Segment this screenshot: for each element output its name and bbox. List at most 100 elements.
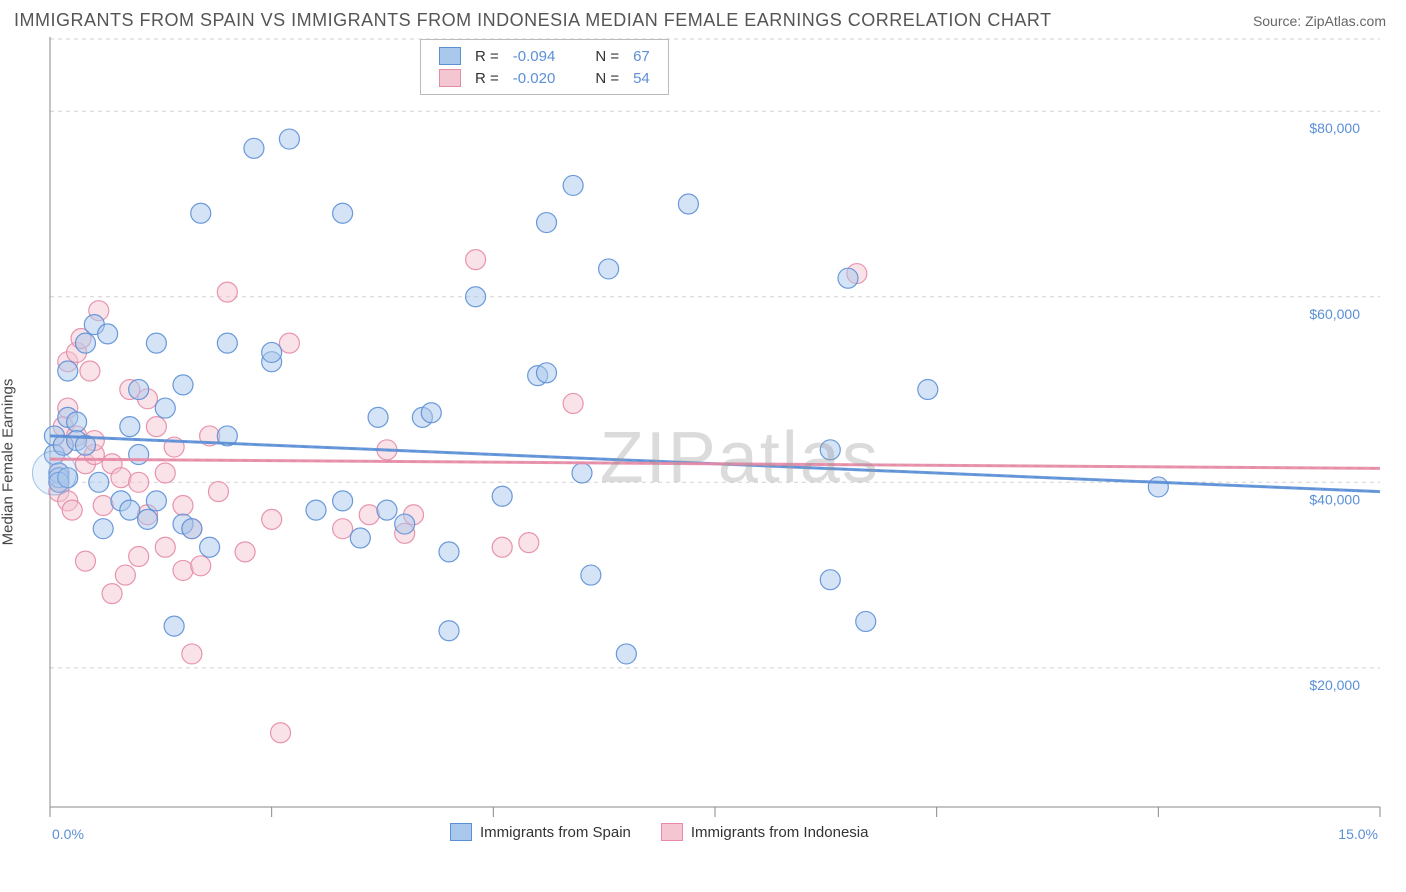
scatter-point bbox=[173, 560, 193, 580]
scatter-point bbox=[820, 570, 840, 590]
scatter-point bbox=[138, 509, 158, 529]
legend-swatch-icon bbox=[450, 823, 472, 841]
scatter-point bbox=[58, 361, 78, 381]
scatter-point bbox=[350, 528, 370, 548]
scatter-point bbox=[333, 491, 353, 511]
scatter-point bbox=[572, 463, 592, 483]
legend-item: Immigrants from Spain bbox=[450, 823, 631, 841]
scatter-point bbox=[80, 361, 100, 381]
scatter-point bbox=[492, 537, 512, 557]
scatter-point bbox=[155, 398, 175, 418]
y-tick-label: $60,000 bbox=[1309, 306, 1360, 322]
x-tick-label: 0.0% bbox=[52, 826, 84, 842]
chart-title: IMMIGRANTS FROM SPAIN VS IMMIGRANTS FROM… bbox=[14, 10, 1052, 31]
legend-r-label: R = bbox=[469, 68, 505, 88]
legend-r-value: -0.094 bbox=[507, 46, 562, 66]
correlation-legend: R = -0.094N = 67R = -0.020N = 54 bbox=[420, 39, 669, 95]
scatter-point bbox=[537, 363, 557, 383]
scatter-point bbox=[492, 486, 512, 506]
scatter-point bbox=[519, 533, 539, 553]
legend-series-name: Immigrants from Spain bbox=[480, 824, 631, 841]
scatter-point bbox=[191, 556, 211, 576]
scatter-point bbox=[395, 514, 415, 534]
scatter-point bbox=[120, 417, 140, 437]
scatter-point bbox=[129, 547, 149, 567]
scatter-point bbox=[93, 519, 113, 539]
scatter-point bbox=[155, 537, 175, 557]
scatter-point bbox=[129, 444, 149, 464]
scatter-point bbox=[616, 644, 636, 664]
scatter-point bbox=[235, 542, 255, 562]
scatter-point bbox=[279, 129, 299, 149]
scatter-point bbox=[208, 482, 228, 502]
scatter-point bbox=[75, 551, 95, 571]
scatter-point bbox=[173, 375, 193, 395]
scatter-point bbox=[306, 500, 326, 520]
scatter-point bbox=[62, 500, 82, 520]
legend-n-label: N = bbox=[589, 68, 625, 88]
scatter-point bbox=[32, 451, 76, 495]
scatter-point bbox=[856, 611, 876, 631]
legend-n-label: N = bbox=[589, 46, 625, 66]
scatter-point bbox=[262, 509, 282, 529]
scatter-point bbox=[146, 333, 166, 353]
scatter-point bbox=[75, 333, 95, 353]
scatter-point bbox=[182, 519, 202, 539]
scatter-point bbox=[918, 380, 938, 400]
y-tick-label: $80,000 bbox=[1309, 120, 1360, 136]
scatter-point bbox=[115, 565, 135, 585]
legend-swatch-icon bbox=[439, 69, 461, 87]
scatter-chart-svg: $20,000 $40,000 $60,000 $80,000 0.0% 15.0% bbox=[0, 37, 1406, 857]
legend-item: Immigrants from Indonesia bbox=[661, 823, 869, 841]
scatter-point bbox=[279, 333, 299, 353]
x-tick-label: 15.0% bbox=[1338, 826, 1378, 842]
scatter-point bbox=[820, 440, 840, 460]
scatter-point bbox=[581, 565, 601, 585]
scatter-point bbox=[262, 342, 282, 362]
scatter-point bbox=[173, 495, 193, 515]
scatter-point bbox=[67, 412, 87, 432]
y-tick-label: $20,000 bbox=[1309, 677, 1360, 693]
scatter-point bbox=[466, 250, 486, 270]
scatter-point bbox=[191, 203, 211, 223]
scatter-point bbox=[102, 584, 122, 604]
scatter-point bbox=[217, 282, 237, 302]
scatter-point bbox=[359, 505, 379, 525]
trend-line bbox=[50, 459, 1380, 468]
scatter-point bbox=[537, 213, 557, 233]
scatter-point bbox=[89, 472, 109, 492]
scatter-point bbox=[146, 491, 166, 511]
scatter-point bbox=[129, 472, 149, 492]
scatter-point bbox=[200, 537, 220, 557]
scatter-point bbox=[466, 287, 486, 307]
scatter-point bbox=[599, 259, 619, 279]
scatter-point bbox=[333, 519, 353, 539]
scatter-point bbox=[111, 468, 131, 488]
scatter-point bbox=[155, 463, 175, 483]
scatter-point bbox=[120, 500, 140, 520]
chart-area: Median Female Earnings $20,000 $40,000 $60… bbox=[0, 37, 1406, 887]
scatter-point bbox=[421, 403, 441, 423]
y-axis-label: Median Female Earnings bbox=[0, 379, 17, 546]
scatter-point bbox=[146, 417, 166, 437]
y-tick-label: $40,000 bbox=[1309, 491, 1360, 507]
scatter-point bbox=[164, 616, 184, 636]
scatter-point bbox=[129, 380, 149, 400]
scatter-point bbox=[563, 393, 583, 413]
legend-n-value: 67 bbox=[627, 46, 656, 66]
chart-header: IMMIGRANTS FROM SPAIN VS IMMIGRANTS FROM… bbox=[0, 0, 1406, 37]
legend-r-label: R = bbox=[469, 46, 505, 66]
scatter-point bbox=[838, 268, 858, 288]
scatter-point bbox=[368, 407, 388, 427]
scatter-point bbox=[377, 500, 397, 520]
scatter-point bbox=[244, 138, 264, 158]
series-legend: Immigrants from Spain Immigrants from Ind… bbox=[450, 823, 868, 841]
scatter-point bbox=[678, 194, 698, 214]
legend-swatch-icon bbox=[661, 823, 683, 841]
legend-swatch-icon bbox=[439, 47, 461, 65]
chart-source: Source: ZipAtlas.com bbox=[1253, 13, 1386, 29]
scatter-point bbox=[217, 333, 237, 353]
scatter-point bbox=[271, 723, 291, 743]
legend-r-value: -0.020 bbox=[507, 68, 562, 88]
scatter-point bbox=[1148, 477, 1168, 497]
